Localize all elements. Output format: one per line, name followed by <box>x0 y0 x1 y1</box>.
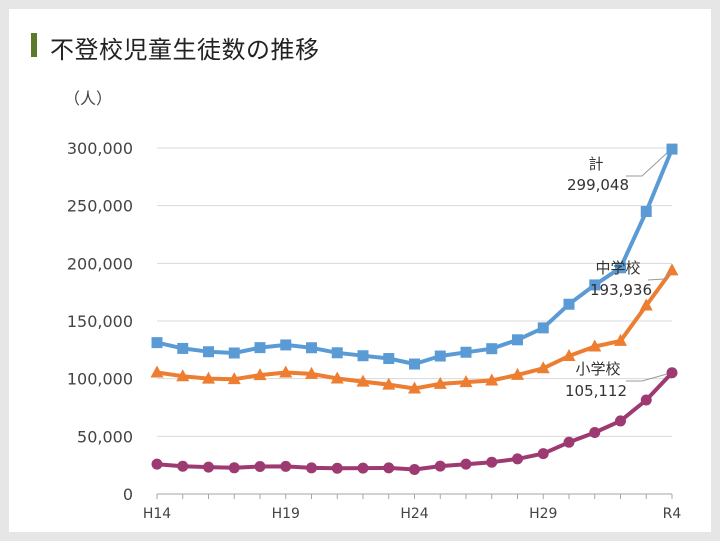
data-point <box>460 458 472 470</box>
title-accent-bar <box>31 33 37 57</box>
data-point <box>331 462 343 474</box>
data-point <box>433 376 447 389</box>
data-point <box>409 358 420 370</box>
data-point <box>640 206 652 218</box>
chart-panel <box>9 9 711 532</box>
y-tick-label: 200,000 <box>67 254 133 273</box>
data-point <box>279 365 293 378</box>
data-point <box>357 462 369 474</box>
data-point <box>563 298 575 310</box>
data-point <box>306 462 317 474</box>
data-point <box>666 367 678 379</box>
data-point <box>203 461 214 473</box>
y-axis-label: （人） <box>64 89 112 108</box>
x-tick-label: H14 <box>143 506 171 522</box>
annotation-label: 中学校 <box>595 259 640 277</box>
data-point <box>665 263 679 276</box>
data-point <box>409 463 420 475</box>
data-point <box>356 374 370 387</box>
data-point <box>434 460 446 472</box>
data-point <box>228 462 240 474</box>
y-tick-label: 250,000 <box>67 197 133 216</box>
data-point <box>511 367 524 380</box>
y-tick-label: 0 <box>123 485 133 504</box>
data-point <box>202 371 215 384</box>
data-point <box>562 348 576 361</box>
data-point <box>588 339 602 352</box>
data-point <box>434 350 446 362</box>
data-point <box>563 436 575 448</box>
y-tick-label: 150,000 <box>67 312 133 331</box>
series-square <box>151 143 678 370</box>
annotation-value: 299,048 <box>567 176 629 194</box>
y-axis: （人） 0 50,000 100,000 150,000 200,000 250,000 3… <box>64 89 133 504</box>
annotation-leader-line <box>647 272 671 281</box>
data-point <box>383 462 395 474</box>
data-point <box>639 298 653 311</box>
data-point <box>512 453 523 465</box>
data-point <box>485 373 499 386</box>
data-point <box>305 366 318 379</box>
data-point <box>177 460 189 472</box>
annotation-label: 計 <box>588 155 603 173</box>
series-layer <box>150 143 679 475</box>
data-point <box>280 460 292 472</box>
data-point <box>615 262 626 274</box>
data-point <box>536 361 550 374</box>
data-point <box>589 279 601 291</box>
data-point <box>614 333 627 346</box>
x-axis: H14 H19 H24 H29 R4 <box>143 493 682 522</box>
data-point <box>151 458 163 470</box>
data-point <box>150 365 164 378</box>
annotation-label: 小学校 <box>575 360 620 378</box>
gridlines <box>157 147 672 437</box>
data-point <box>382 377 396 390</box>
series-circle <box>151 367 678 475</box>
data-point <box>460 346 472 358</box>
annotation-leader-line <box>626 373 668 382</box>
data-point <box>176 369 190 382</box>
data-point <box>408 381 421 394</box>
data-point <box>537 448 549 460</box>
data-point <box>383 353 395 365</box>
annotation-leader-line <box>626 152 668 177</box>
chart-title: 不登校児童生徒数の推移 <box>50 36 320 64</box>
data-point <box>151 337 163 349</box>
data-point <box>203 346 214 358</box>
x-tick-label: H24 <box>400 506 428 522</box>
x-tick-label: R4 <box>663 506 682 522</box>
y-tick-label: 300,000 <box>67 139 133 158</box>
data-point <box>537 322 549 334</box>
data-point <box>357 350 369 362</box>
data-point <box>486 343 498 355</box>
data-point <box>512 334 523 346</box>
data-point <box>640 394 652 406</box>
data-point <box>589 426 601 438</box>
data-point <box>615 415 626 427</box>
x-tick-label: H29 <box>529 506 557 522</box>
data-point <box>306 342 317 354</box>
data-point <box>227 372 241 385</box>
data-point <box>459 375 473 388</box>
data-point <box>666 143 678 155</box>
data-point <box>253 368 267 381</box>
data-point <box>254 342 266 354</box>
annotations: 計 299,048 中学校 193,936 小学校 105,112 <box>565 152 671 400</box>
data-point <box>228 347 240 359</box>
data-point <box>486 456 498 468</box>
data-point <box>331 347 343 359</box>
data-point <box>177 342 189 354</box>
data-point <box>254 461 266 473</box>
data-point <box>330 371 344 384</box>
y-tick-label: 50,000 <box>77 427 133 446</box>
series-triangle <box>150 263 679 394</box>
y-tick-label: 100,000 <box>67 370 133 389</box>
data-point <box>280 339 292 351</box>
annotation-value: 193,936 <box>590 281 652 299</box>
annotation-value: 105,112 <box>565 382 627 400</box>
x-tick-label: H19 <box>272 506 300 522</box>
